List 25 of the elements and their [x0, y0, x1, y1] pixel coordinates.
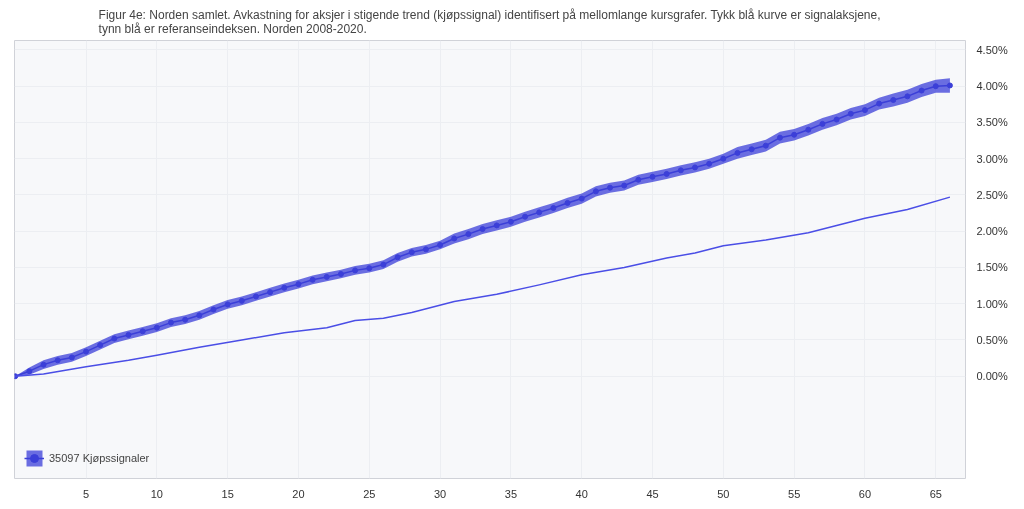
y-tick-label: 0.50%: [976, 333, 1008, 346]
y-tick-label: 3.00%: [976, 152, 1008, 165]
y-tick-label: 3.50%: [976, 116, 1008, 129]
chart-title: Figur 4e: Norden samlet. Avkastning for aksjer i stigende trend (kjøpssignal) identifisert på mellomlange kursgrafer. Tykk blå kurve er signalaksjene, tynn blå er referanseindeksen. Norden 2008-2020.: [98, 7, 881, 36]
y-tick-label: 4.50%: [976, 43, 1008, 56]
x-tick-label: 15: [221, 487, 234, 500]
y-tick-label: 2.50%: [976, 188, 1008, 201]
x-tick-label: 30: [433, 487, 447, 500]
x-tick-label: 60: [858, 487, 872, 500]
legend-label: 35097 Kjøpssignaler: [49, 452, 150, 464]
y-tick-label: 2.00%: [976, 225, 1008, 238]
x-tick-label: 10: [150, 487, 163, 500]
x-tick-label: 25: [363, 487, 376, 500]
y-tick-label: 1.00%: [976, 297, 1008, 310]
x-tick-label: 50: [717, 487, 730, 500]
x-tick-label: 20: [292, 487, 305, 500]
x-tick-label: 55: [788, 487, 801, 500]
y-tick-label: 1.50%: [976, 261, 1008, 274]
x-tick-label: 40: [575, 487, 588, 500]
x-tick-label: 35: [504, 487, 518, 500]
y-tick-label: 0.00%: [976, 370, 1008, 383]
x-tick-label: 65: [929, 487, 942, 500]
y-tick-label: 4.00%: [976, 80, 1008, 93]
x-tick-label: 45: [646, 487, 659, 500]
x-tick-label: 5: [82, 487, 90, 500]
